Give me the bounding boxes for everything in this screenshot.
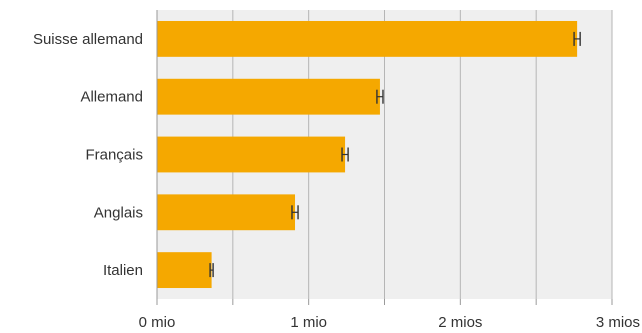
bars <box>157 20 578 289</box>
error-bar <box>376 89 384 104</box>
category-label: Allemand <box>80 89 143 106</box>
bar-italien <box>157 252 212 289</box>
x-tick-label: 1 mio <box>290 314 327 331</box>
bar-allemand <box>157 78 380 115</box>
bar-français <box>157 136 346 173</box>
error-bar <box>209 263 214 278</box>
category-label: Anglais <box>94 204 143 221</box>
error-bar <box>573 31 581 46</box>
x-tick-label: 3 mios <box>596 314 640 331</box>
category-label: Français <box>85 147 143 164</box>
axes <box>156 10 613 305</box>
bar-suisse-allemand <box>157 20 578 57</box>
x-tick-label: 2 mios <box>438 314 482 331</box>
error-bar <box>291 205 299 220</box>
x-tick-labels: 0 mio 1 mio 2 mios 3 mios <box>139 314 640 331</box>
error-bars <box>209 31 581 278</box>
bar-anglais <box>157 194 296 231</box>
error-bar <box>341 147 349 162</box>
category-label: Italien <box>103 262 143 279</box>
category-label: Suisse allemand <box>33 31 143 48</box>
category-labels: Suisse allemand Allemand Français Anglais It… <box>33 31 143 279</box>
x-tick-label: 0 mio <box>139 314 176 331</box>
